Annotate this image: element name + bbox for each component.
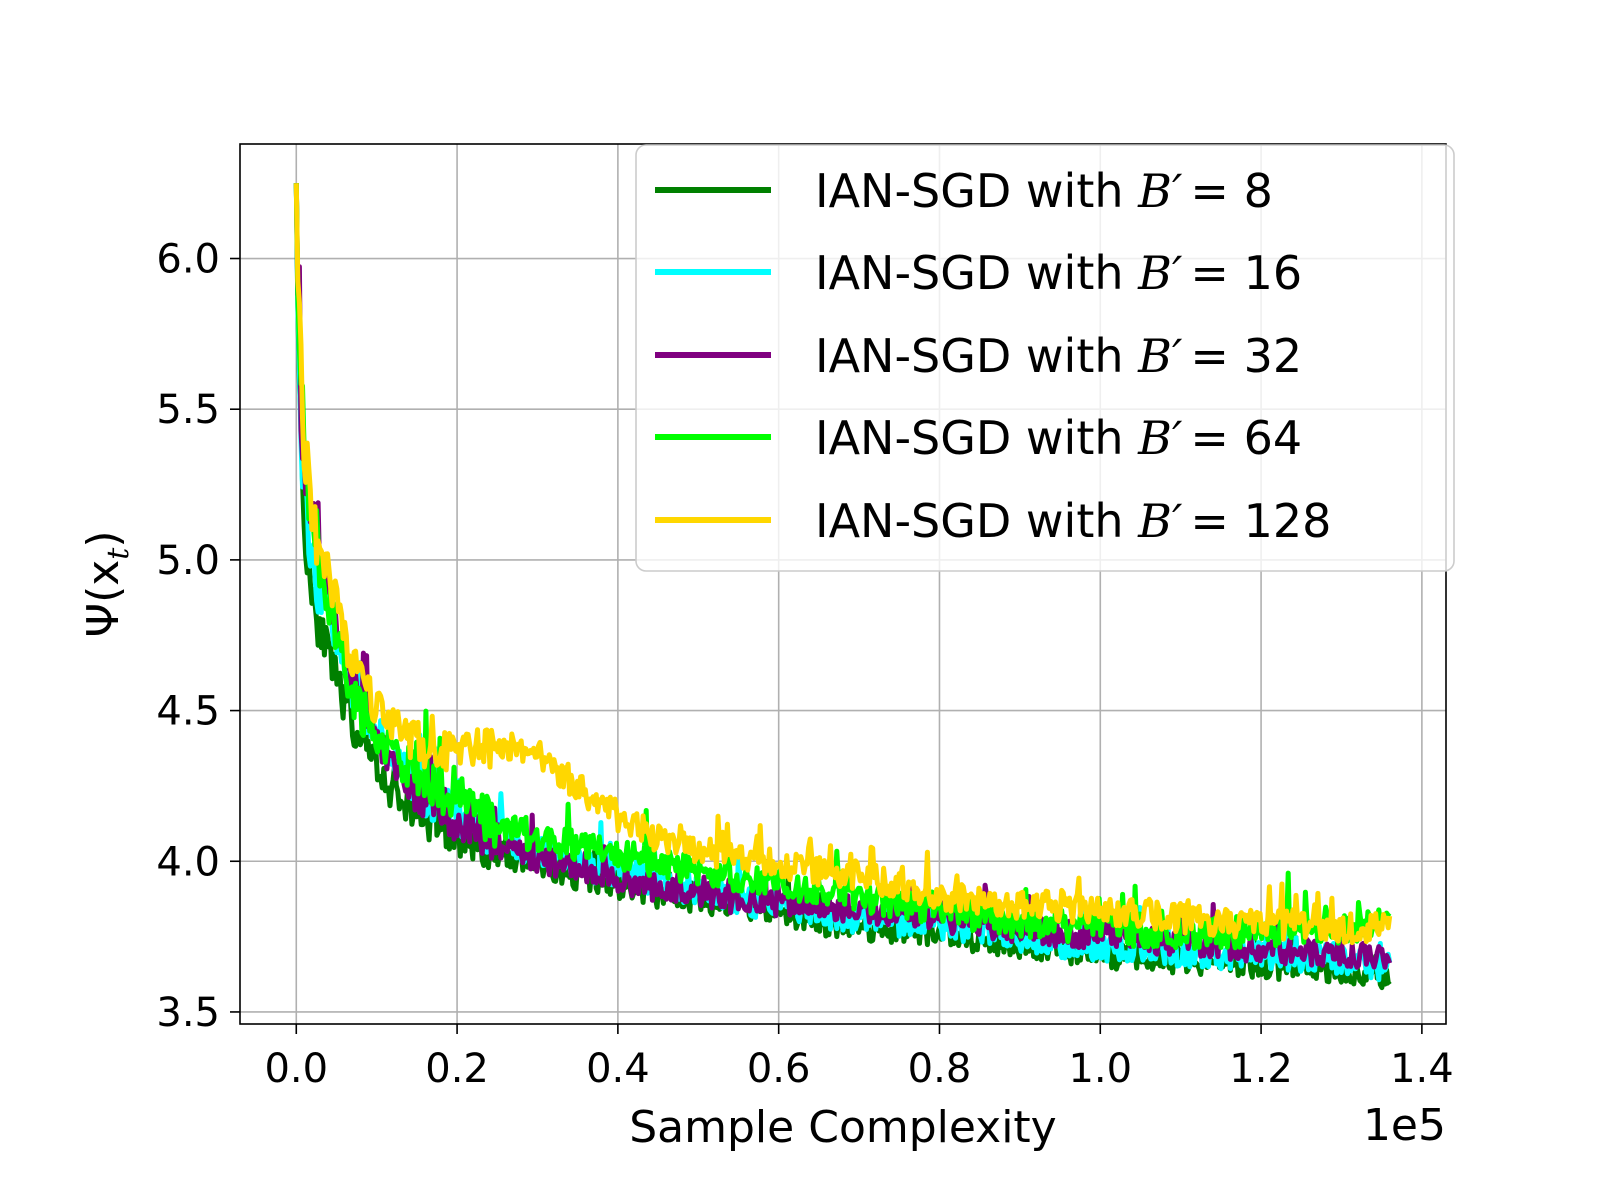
- legend-value-64: = 64: [1190, 411, 1302, 465]
- legend-var-8: B′: [1137, 164, 1183, 218]
- y-tick-label: 4.5: [156, 689, 220, 735]
- y-axis-ticks: 3.5 4.0 4.5 5.0 5.5 6.0: [156, 237, 240, 1036]
- x-tick-label: 0.6: [747, 1046, 811, 1092]
- legend-label-16: IAN-SGD with: [815, 246, 1138, 300]
- svg-text:IAN-SGD with B′= 32: IAN-SGD with B′ = 32: [815, 329, 1302, 383]
- y-axis-label-base: Ψ(x: [78, 560, 129, 638]
- svg-text:IAN-SGD with B′= 8: IAN-SGD with B′ = 8: [815, 164, 1273, 218]
- legend-label-64: IAN-SGD with: [815, 411, 1138, 465]
- x-axis-ticks: 0.0 0.2 0.4 0.6 0.8 1.0 1.2 1.4: [264, 1024, 1454, 1092]
- x-tick-label: 0.0: [264, 1046, 328, 1092]
- y-axis-label-sub: t: [101, 547, 136, 560]
- series-line-64: [293, 183, 1392, 951]
- series-lines: [293, 183, 1393, 991]
- x-tick-label: 1.2: [1229, 1046, 1293, 1092]
- x-tick-label: 0.4: [586, 1046, 650, 1092]
- legend-label-8: IAN-SGD with: [815, 164, 1138, 218]
- legend-box: [635, 144, 1455, 572]
- legend-entry: IAN-SGD with B′ = 8: [655, 164, 1273, 218]
- legend-var-16: B′: [1137, 246, 1183, 300]
- legend-entry: IAN-SGD with B′ = 16: [655, 246, 1302, 300]
- series-line-128: [293, 183, 1393, 946]
- legend-entry: IAN-SGD with B′ = 64: [655, 411, 1302, 465]
- x-tick-label: 0.8: [908, 1046, 972, 1092]
- x-tick-label: 1.0: [1068, 1046, 1132, 1092]
- y-tick-label: 5.0: [156, 538, 220, 584]
- legend-value-32: = 32: [1190, 329, 1302, 383]
- x-axis-label: Sample Complexity: [629, 1102, 1056, 1153]
- x-offset-text: 1e5: [1363, 1100, 1446, 1151]
- legend-value-128: = 128: [1190, 494, 1331, 548]
- svg-text:IAN-SGD with B′= 64: IAN-SGD with B′ = 64: [815, 411, 1302, 465]
- svg-text:IAN-SGD with B′= 16: IAN-SGD with B′ = 16: [815, 246, 1302, 300]
- x-tick-label: 0.2: [425, 1046, 489, 1092]
- y-tick-label: 3.5: [156, 990, 220, 1036]
- y-axis-label: Ψ(xt): [78, 530, 136, 637]
- y-axis-label-close: ): [78, 530, 129, 547]
- legend-entry: IAN-SGD with B′ = 32: [655, 329, 1302, 383]
- y-tick-label: 6.0: [156, 237, 220, 283]
- plot-frame: [239, 143, 1447, 1025]
- legend-value-8: = 8: [1190, 164, 1272, 218]
- legend-label-32: IAN-SGD with: [815, 329, 1138, 383]
- legend-var-32: B′: [1137, 329, 1183, 383]
- x-tick-label: 1.4: [1390, 1046, 1454, 1092]
- svg-text:IAN-SGD with B′= 128: IAN-SGD with B′ = 128: [815, 494, 1331, 548]
- legend-label-128: IAN-SGD with: [815, 494, 1138, 548]
- y-tick-label: 4.0: [156, 839, 220, 885]
- legend-var-64: B′: [1137, 411, 1183, 465]
- legend-entry: IAN-SGD with B′ = 128: [655, 494, 1331, 548]
- legend-var-128: B′: [1137, 494, 1183, 548]
- legend: IAN-SGD with B′ = 8 IAN-SGD with B′ = 16 I…: [635, 144, 1455, 572]
- legend-value-16: = 16: [1190, 246, 1302, 300]
- y-tick-label: 5.5: [156, 387, 220, 433]
